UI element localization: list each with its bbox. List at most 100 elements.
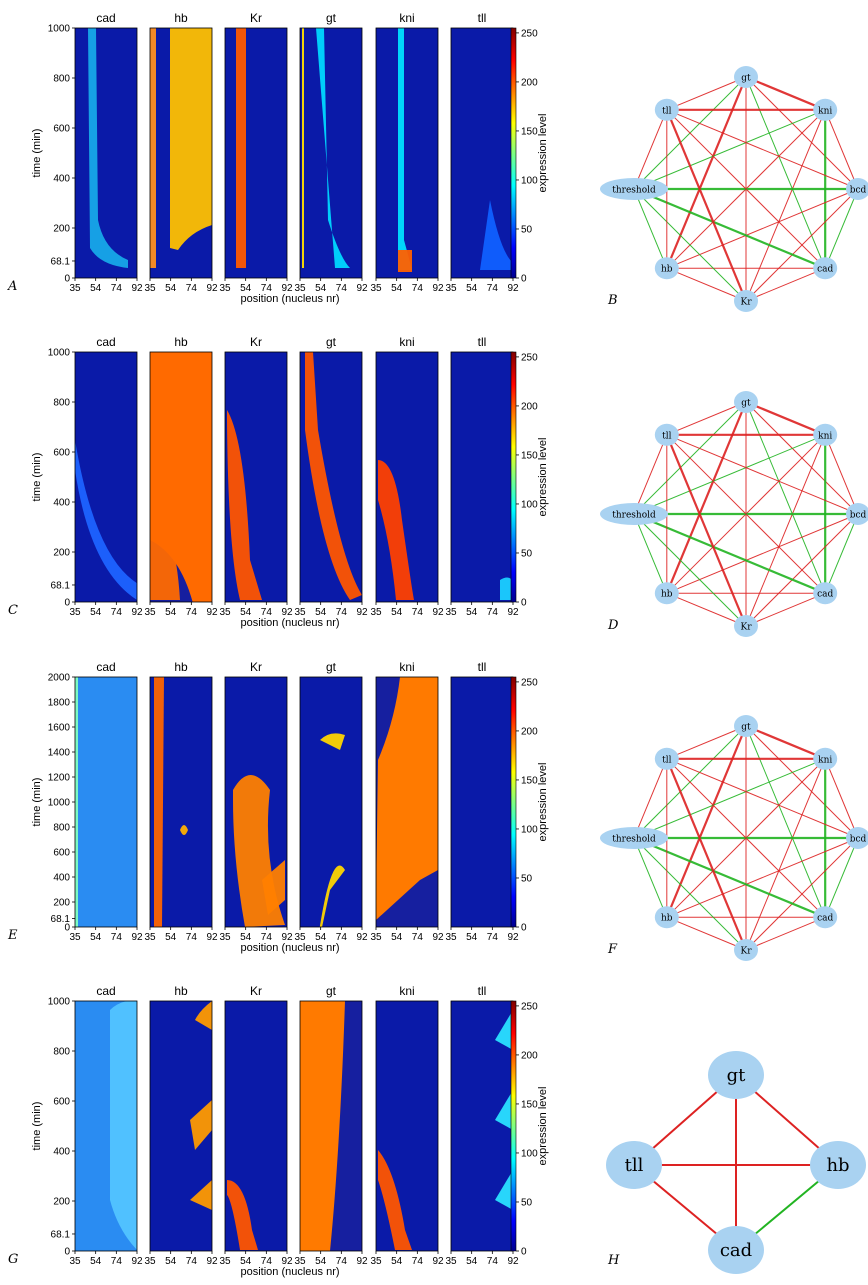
network-edge <box>666 592 747 627</box>
y-tick-label: 600 <box>53 124 70 135</box>
heatmap-pattern <box>378 460 414 600</box>
expression-region <box>75 677 78 927</box>
x-tick-label: 92 <box>206 283 218 294</box>
network-layer: gt kni bcd cad Kr hb threshold tll Bgt kni bcd cad K… <box>600 66 868 1274</box>
node-label: threshold <box>612 511 656 521</box>
x-tick-label: 54 <box>240 932 252 943</box>
node-label: bcd <box>850 835 867 845</box>
heatmap-frame <box>224 351 288 603</box>
x-tick-label: 92 <box>131 1256 143 1267</box>
network-edge <box>666 267 747 302</box>
node-label: threshold <box>612 186 656 196</box>
heatmap-cad: cad 35 54 74 92 <box>69 660 143 943</box>
colorbar-label: expression level <box>537 763 549 842</box>
x-tick-label: 74 <box>261 1256 273 1267</box>
x-tick-label: 74 <box>412 932 424 943</box>
expression-region <box>110 1001 137 1250</box>
heatmap-frame <box>375 351 439 603</box>
network-edge <box>633 109 668 190</box>
expression-region <box>480 200 512 270</box>
y-tick-label: 1000 <box>48 348 71 359</box>
heatmap-frame <box>149 676 213 928</box>
heatmap-pattern <box>236 28 246 268</box>
y-axis-label: time (min) <box>31 778 43 827</box>
x-tick-label: 92 <box>432 1256 444 1267</box>
x-tick-label: 92 <box>131 932 143 943</box>
network-node <box>846 503 868 525</box>
expression-region <box>180 825 188 835</box>
heatmap-pattern <box>378 1150 412 1250</box>
heatmap-hb: hb 35 54 74 92 <box>144 11 218 294</box>
heatmap-pattern <box>75 677 78 927</box>
panel-letter: C <box>8 603 18 618</box>
x-tick-label: 35 <box>69 607 81 618</box>
heatmap-pattern <box>233 775 285 927</box>
heatmap-frame <box>224 1000 288 1252</box>
x-tick-label: 92 <box>507 1256 519 1267</box>
y-tick-label: 1200 <box>48 773 71 784</box>
network-edge <box>666 513 859 594</box>
x-tick-label: 35 <box>445 283 457 294</box>
heatmap-frame <box>149 1000 213 1252</box>
network-node <box>654 747 679 770</box>
node-label: cad <box>817 914 833 924</box>
heatmap-panel-a: cad 35 54 74 92 hb 35 54 74 92 Kr 35 54 74 92 gt 35 54 74 9… <box>7 11 549 305</box>
gene-title: Kr <box>250 11 262 25</box>
heatmap-hb: hb 35 54 74 92 <box>144 660 218 943</box>
x-tick-label: 35 <box>144 1256 156 1267</box>
x-tick-label: 35 <box>69 1256 81 1267</box>
colorbar-tick-label: 150 <box>521 450 538 461</box>
network-edge <box>745 109 826 302</box>
node-label: cad <box>720 1240 752 1261</box>
network-edge <box>633 758 668 839</box>
colorbar-tick-label: 250 <box>521 352 538 363</box>
x-tick-label: 54 <box>466 932 478 943</box>
heatmap-panel-e: cad 35 54 74 92 hb 35 54 74 92 Kr 35 54 74 92 gt 35 54 74 9… <box>7 660 549 954</box>
y-tick-label: 0 <box>64 1247 70 1258</box>
colorbar-tick-label: 50 <box>521 548 533 559</box>
network-node <box>600 178 668 200</box>
x-tick-label: 74 <box>186 607 198 618</box>
heatmap-pattern <box>150 510 193 602</box>
x-tick-label: 92 <box>356 607 368 618</box>
gene-title: kni <box>399 660 414 674</box>
heatmap-cad: cad 35 54 74 92 <box>69 11 143 294</box>
heatmap-background <box>300 677 362 927</box>
y-tick-label: 600 <box>53 848 70 859</box>
x-tick-label: 74 <box>111 932 123 943</box>
y-tick-label: 400 <box>53 1147 70 1158</box>
y-tick-label: 1000 <box>48 24 71 35</box>
y-axis-label: time (min) <box>31 453 43 502</box>
heatmap-frame <box>375 1000 439 1252</box>
x-tick-label: 92 <box>507 932 519 943</box>
x-tick-label: 74 <box>186 1256 198 1267</box>
node-label: hb <box>661 265 673 275</box>
colorbar-gradient <box>510 1000 517 1252</box>
x-tick-label: 92 <box>356 283 368 294</box>
node-label: gt <box>741 74 751 84</box>
network-edge <box>633 513 747 627</box>
expression-region <box>170 28 212 250</box>
node-label: hb <box>661 590 673 600</box>
x-tick-label: 35 <box>445 1256 457 1267</box>
heatmap-background <box>376 1001 438 1251</box>
colorbar-tick-label: 100 <box>521 824 538 835</box>
y-tick-label: 0 <box>64 923 70 934</box>
colorbar-label: expression level <box>537 114 549 193</box>
heatmap-hb: hb 35 54 74 92 <box>144 984 218 1267</box>
network-node <box>600 503 668 525</box>
gene-title: hb <box>174 984 188 998</box>
colorbar-tick-label: 200 <box>521 1050 538 1061</box>
colorbar-tick-label: 250 <box>521 677 538 688</box>
x-tick-label: 54 <box>391 1256 403 1267</box>
panel-letter: B <box>607 293 618 308</box>
expression-region <box>398 250 412 272</box>
colorbar-tick-label: 0 <box>521 274 527 285</box>
heatmap-pattern <box>302 28 350 268</box>
x-tick-label: 74 <box>487 1256 499 1267</box>
node-label: hb <box>661 914 673 924</box>
node-label: kni <box>818 755 832 765</box>
heatmap-frame <box>299 676 363 928</box>
y-tick-label: 200 <box>53 898 70 909</box>
network-node <box>810 1141 866 1189</box>
